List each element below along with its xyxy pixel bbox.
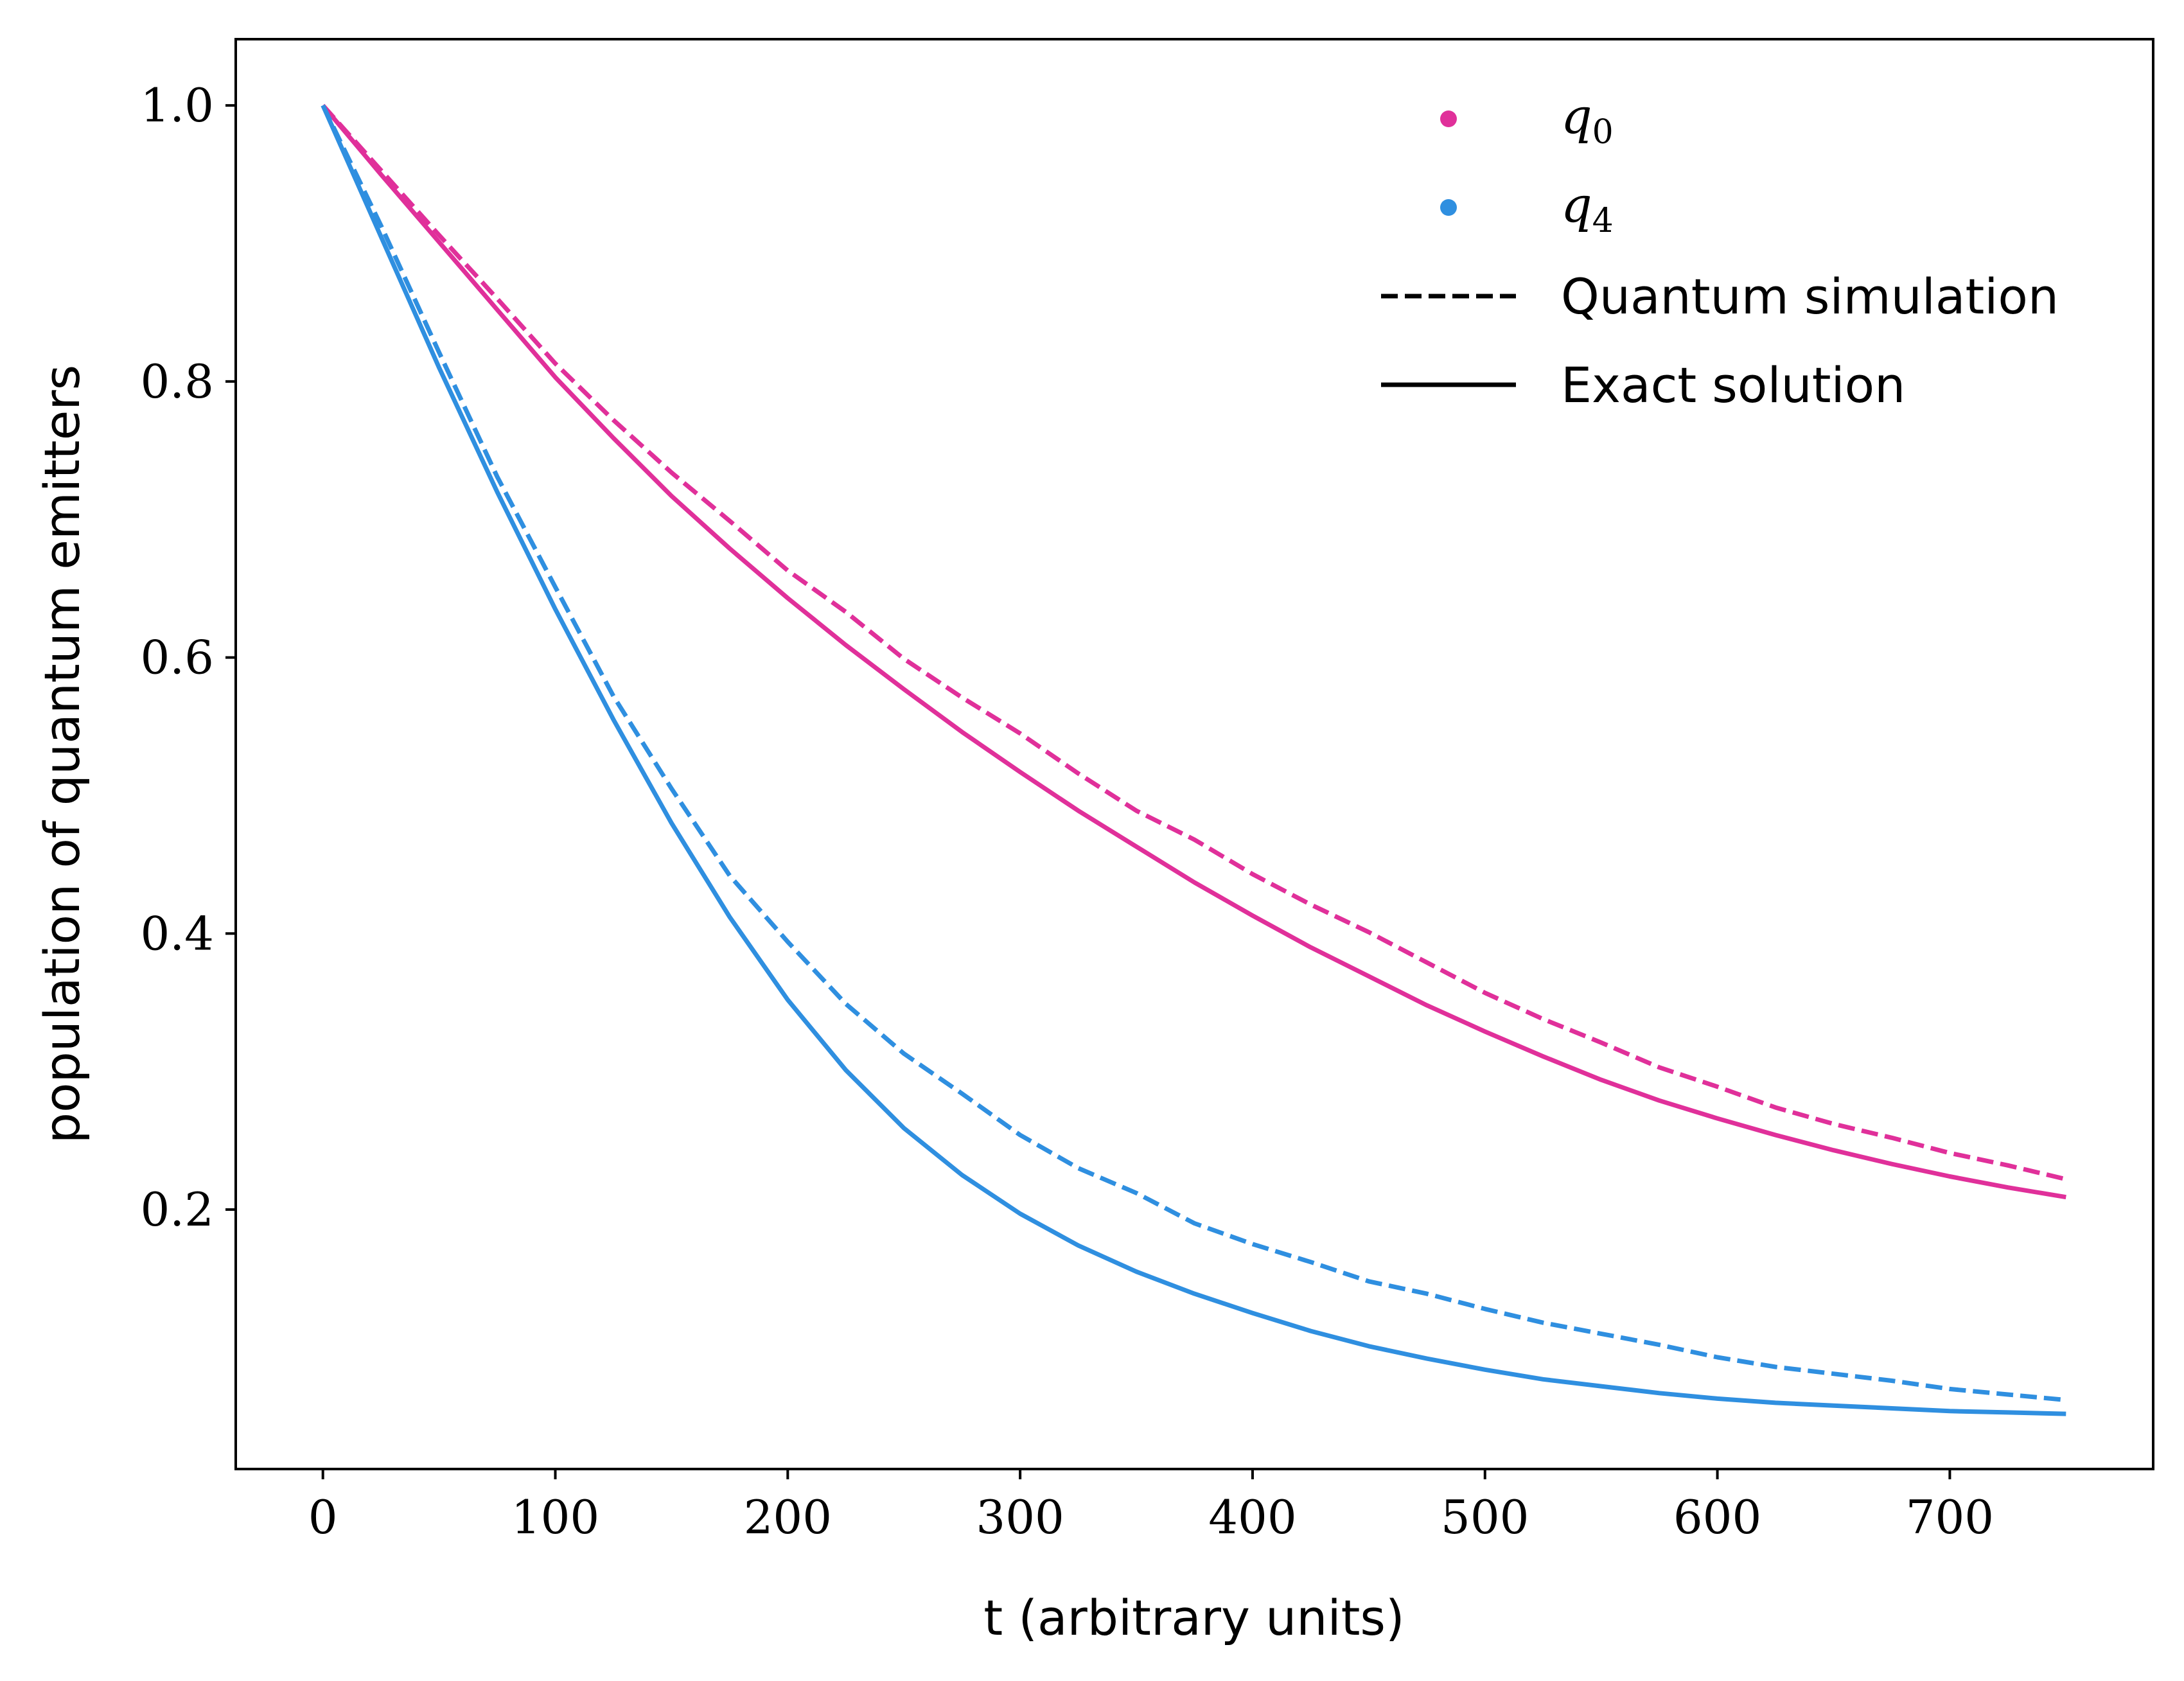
x-axis: 0 100 200 300 400 500 600 700 (308, 1469, 1994, 1544)
y-tick-label: 0.8 (140, 355, 214, 409)
legend-label-q4: q4 (1561, 176, 1614, 240)
x-tick-label: 200 (744, 1490, 832, 1544)
legend-marker-q4 (1440, 199, 1457, 216)
series-line-q4_sim (321, 104, 2066, 1403)
y-axis-label: population of quantum emitters (33, 365, 91, 1143)
x-tick-label: 300 (976, 1490, 1064, 1544)
plot-frame (234, 38, 2154, 1470)
x-tick-label: 400 (1208, 1490, 1296, 1544)
legend-marker-q0 (1440, 110, 1457, 127)
y-axis: 0.2 0.4 0.6 0.8 1.0 (140, 78, 236, 1237)
y-tick-label: 0.2 (140, 1183, 214, 1237)
series-line-q0_exact (321, 103, 2066, 1200)
y-tick-label: 1.0 (140, 78, 214, 132)
y-tick-label: 0.6 (140, 631, 214, 685)
legend-label-quantum-simulation: Quantum simulation (1561, 268, 2059, 325)
legend-label-exact-solution: Exact solution (1561, 356, 1905, 414)
x-tick-label: 500 (1441, 1490, 1529, 1544)
x-tick-label: 100 (511, 1490, 599, 1544)
series-line-q0_sim (321, 103, 2067, 1182)
x-tick-label: 0 (308, 1490, 338, 1544)
legend: q0 q4 Quantum simulation Exact solution (1381, 87, 2059, 414)
x-tick-label: 600 (1673, 1490, 1761, 1544)
x-axis-label: t (arbitrary units) (983, 1589, 1404, 1646)
x-tick-label: 700 (1906, 1490, 1994, 1544)
series-line-q4_exact (321, 104, 2066, 1416)
legend-label-q0: q0 (1561, 87, 1614, 152)
series-layer (321, 103, 2067, 1416)
y-tick-label: 0.4 (140, 906, 214, 960)
